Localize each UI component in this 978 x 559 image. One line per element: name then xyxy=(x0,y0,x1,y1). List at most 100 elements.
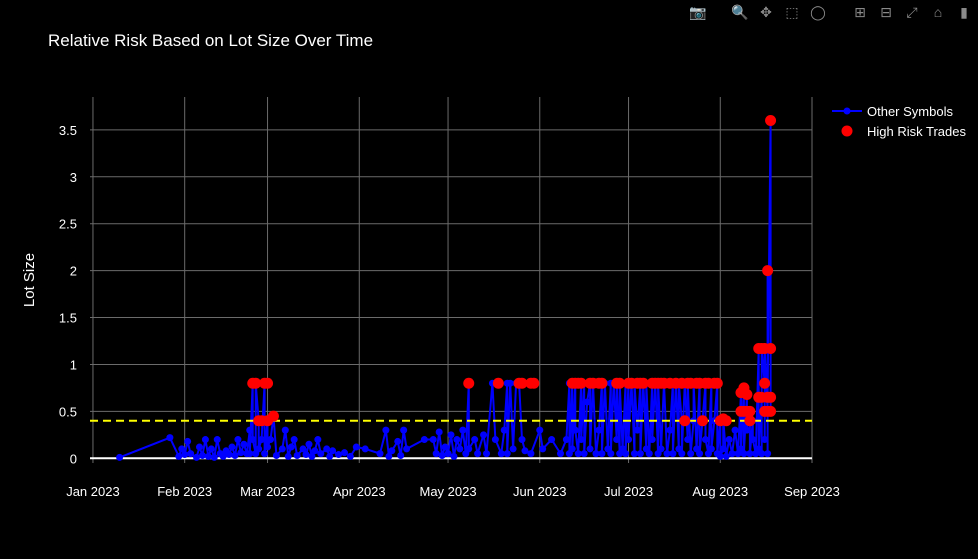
zoom-out-icon[interactable]: ⊟ xyxy=(880,3,892,20)
data-point-other-symbols xyxy=(764,450,772,458)
data-point-other-symbols xyxy=(761,436,769,444)
data-point-other-symbols xyxy=(740,450,748,458)
x-tick-label: May 2023 xyxy=(419,484,476,499)
data-point-other-symbols xyxy=(329,447,337,455)
data-point-other-symbols xyxy=(684,436,692,444)
data-point-other-symbols xyxy=(264,443,272,451)
data-point-other-symbols xyxy=(231,451,239,459)
autoscale-icon[interactable]: ⤢ xyxy=(906,3,918,20)
data-point-other-symbols xyxy=(536,426,544,434)
data-point-other-symbols xyxy=(500,426,508,434)
zoom-in-icon[interactable]: ⊞ xyxy=(854,3,866,20)
data-point-other-symbols xyxy=(580,450,588,458)
data-point-other-symbols xyxy=(435,428,443,436)
data-point-high-risk xyxy=(759,377,771,389)
data-point-other-symbols xyxy=(521,447,529,455)
data-point-high-risk xyxy=(262,377,274,389)
data-point-other-symbols xyxy=(228,443,236,451)
data-point-other-symbols xyxy=(213,436,221,444)
data-point-other-symbols xyxy=(663,450,671,458)
data-point-other-symbols xyxy=(571,426,579,434)
data-point-other-symbols xyxy=(459,426,467,434)
data-point-other-symbols xyxy=(340,449,348,457)
y-tick-label: 3 xyxy=(70,170,77,185)
data-point-other-symbols xyxy=(471,436,479,444)
y-tick-label: 0.5 xyxy=(59,404,77,419)
reset-axes-icon[interactable]: ⌂ xyxy=(933,4,943,20)
data-point-other-symbols xyxy=(116,453,124,461)
data-point-high-risk xyxy=(741,388,753,400)
x-tick-label: Apr 2023 xyxy=(333,484,386,499)
data-point-other-symbols xyxy=(725,436,733,444)
data-point-high-risk xyxy=(267,410,279,422)
data-point-high-risk xyxy=(492,377,504,389)
data-point-other-symbols xyxy=(583,398,591,406)
data-point-other-symbols xyxy=(204,452,212,460)
data-point-other-symbols xyxy=(444,450,452,458)
data-point-other-symbols xyxy=(506,379,514,387)
data-point-other-symbols xyxy=(666,426,674,434)
box-select-icon[interactable]: ⬚ xyxy=(785,3,799,20)
data-point-other-symbols xyxy=(728,450,736,458)
pan-icon[interactable]: ✥ xyxy=(760,3,772,20)
data-point-high-risk xyxy=(744,405,756,417)
data-point-other-symbols xyxy=(509,445,517,453)
data-point-other-symbols xyxy=(281,426,289,434)
lasso-icon[interactable]: ◯ xyxy=(810,3,826,20)
data-point-other-symbols xyxy=(299,445,307,453)
data-point-other-symbols xyxy=(255,445,263,453)
zoom-icon[interactable]: 🔍 xyxy=(731,3,749,20)
data-point-other-symbols xyxy=(595,426,603,434)
legend-label-high-risk: High Risk Trades xyxy=(867,124,966,139)
data-point-high-risk xyxy=(765,405,777,417)
data-point-high-risk xyxy=(765,114,777,126)
plotly-logo-icon[interactable]: ▮ xyxy=(960,3,968,20)
data-point-other-symbols xyxy=(716,452,724,460)
data-point-other-symbols xyxy=(749,436,757,444)
data-point-other-symbols xyxy=(326,452,334,460)
data-point-other-symbols xyxy=(261,450,269,458)
data-point-other-symbols xyxy=(556,450,564,458)
data-point-other-symbols xyxy=(302,451,310,459)
data-point-other-symbols xyxy=(219,452,227,460)
data-point-other-symbols xyxy=(181,451,189,459)
x-tick-label: Jul 2023 xyxy=(604,484,653,499)
data-point-other-symbols xyxy=(453,436,461,444)
data-point-other-symbols xyxy=(246,450,254,458)
legend-marker-high-risk xyxy=(841,125,853,137)
data-point-other-symbols xyxy=(335,451,343,459)
data-point-other-symbols xyxy=(287,443,295,451)
data-point-other-symbols xyxy=(308,452,316,460)
data-point-other-symbols xyxy=(272,451,280,459)
y-tick-label: 1 xyxy=(70,357,77,372)
camera-icon[interactable]: 📷 xyxy=(689,3,707,20)
data-point-other-symbols xyxy=(622,450,630,458)
data-point-other-symbols xyxy=(636,450,644,458)
data-point-other-symbols xyxy=(539,445,547,453)
y-tick-label: 2 xyxy=(70,264,77,279)
data-point-other-symbols xyxy=(166,434,174,442)
data-point-other-symbols xyxy=(758,450,766,458)
x-tick-label: Aug 2023 xyxy=(692,484,748,499)
data-point-other-symbols xyxy=(249,436,257,444)
data-point-other-symbols xyxy=(184,437,192,445)
data-point-other-symbols xyxy=(400,426,408,434)
data-point-other-symbols xyxy=(432,450,440,458)
data-point-other-symbols xyxy=(237,449,245,457)
modebar: 📷 🔍 ✥ ⬚ ◯ ⊞ ⊟ ⤢ ⌂ ▮ xyxy=(688,2,974,22)
data-point-other-symbols xyxy=(645,450,653,458)
legend-label-other-symbols: Other Symbols xyxy=(867,104,953,119)
data-point-other-symbols xyxy=(382,426,390,434)
chart-title: Relative Risk Based on Lot Size Over Tim… xyxy=(48,31,374,50)
data-point-other-symbols xyxy=(352,443,360,451)
data-point-high-risk xyxy=(575,377,587,389)
data-point-other-symbols xyxy=(267,436,274,444)
data-point-high-risk xyxy=(765,343,777,355)
x-tick-label: Feb 2023 xyxy=(157,484,212,499)
data-point-other-symbols xyxy=(719,445,727,453)
data-point-other-symbols xyxy=(518,436,526,444)
x-tick-label: Jun 2023 xyxy=(513,484,567,499)
data-point-other-symbols xyxy=(592,450,600,458)
data-point-other-symbols xyxy=(178,445,186,453)
data-point-other-symbols xyxy=(474,450,482,458)
